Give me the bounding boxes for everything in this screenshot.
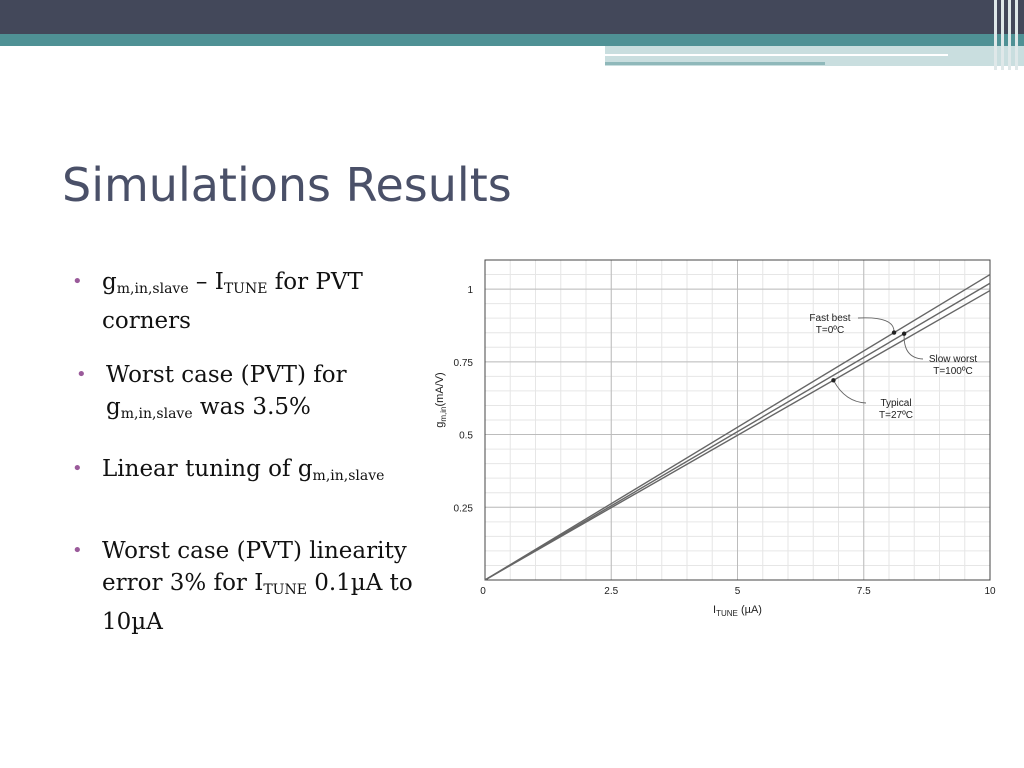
bullet-text: gm,in,slave – ITUNE for PVT corners: [102, 269, 363, 334]
subscript: m,in,slave: [116, 281, 189, 297]
subscript: TUNE: [223, 281, 268, 297]
annotation-arrow: [891, 330, 897, 335]
bullet-text: Worst case (PVT) for gm,in,slave was 3.5…: [106, 362, 347, 422]
y-axis-label-main: g: [434, 422, 446, 428]
annotation-arrow: [831, 378, 836, 383]
series-line: [484, 273, 991, 581]
x-tick-label: 5: [735, 586, 741, 597]
x-tick-label: 7.5: [857, 586, 871, 597]
y-axis-label-unit: (mA/V): [434, 372, 446, 406]
bullet-item: • gm,in,slave – ITUNE for PVT corners: [72, 266, 412, 337]
header-stripes: [990, 0, 1024, 70]
annotation-label: Slow worst: [929, 354, 978, 365]
x-tick-label: 0: [480, 586, 486, 597]
bullet-dot-icon: •: [72, 271, 83, 292]
bullet-text: Worst case (PVT) linearity error 3% for …: [102, 538, 413, 635]
annotation-label: T=0ºC: [816, 325, 844, 336]
x-axis-label-unit: (µA): [738, 604, 762, 616]
annotation-arrow: [901, 331, 907, 336]
bullet-dot-icon: •: [76, 364, 87, 385]
y-tick-label: 0.5: [459, 431, 473, 442]
subscript: m,in,slave: [312, 468, 385, 484]
subscript: m,in,slave: [120, 406, 193, 422]
slide-title: Simulations Results: [62, 158, 512, 212]
annotation-label: Fast best: [809, 313, 850, 324]
y-tick-label: 0.75: [454, 358, 474, 369]
y-tick-label: 0.25: [454, 503, 474, 514]
bullet-text: Linear tuning of gm,in,slave: [102, 456, 385, 484]
y-axis-label-sub: m,in: [439, 406, 448, 421]
annotation-leader: [857, 317, 895, 333]
header-line: [605, 54, 948, 56]
plot-frame: [484, 259, 991, 581]
subscript: TUNE: [263, 582, 307, 598]
bullet-item: • Linear tuning of gm,in,slave: [72, 453, 422, 492]
header-line: [605, 62, 825, 65]
series-line: [484, 289, 991, 581]
annotation-leader: [903, 333, 924, 360]
x-tick-label: 10: [984, 586, 996, 597]
header-band-light: [605, 46, 1024, 66]
header-band-teal: [0, 34, 1024, 46]
bullet-dot-icon: •: [72, 540, 83, 561]
y-axis-label: gm,in(mA/V): [434, 372, 448, 427]
annotation-leader: [833, 380, 867, 404]
annotation-label: Typical: [880, 398, 911, 409]
x-axis-label-sub: TUNE: [716, 609, 738, 618]
y-tick-label: 1: [467, 285, 473, 296]
annotation-label: T=100ºC: [933, 366, 973, 377]
x-tick-label: 2.5: [604, 586, 618, 597]
bullet-item: • Worst case (PVT) linearity error 3% fo…: [72, 535, 442, 638]
bullet-dot-icon: •: [72, 458, 83, 479]
x-axis-label: ITUNE (µA): [713, 604, 762, 618]
header-band-dark: [0, 0, 1024, 34]
annotation-label: T=27ºC: [879, 410, 913, 421]
bullet-item: • Worst case (PVT) for gm,in,slave was 3…: [76, 359, 386, 430]
x-axis-label-main: I: [713, 604, 716, 616]
